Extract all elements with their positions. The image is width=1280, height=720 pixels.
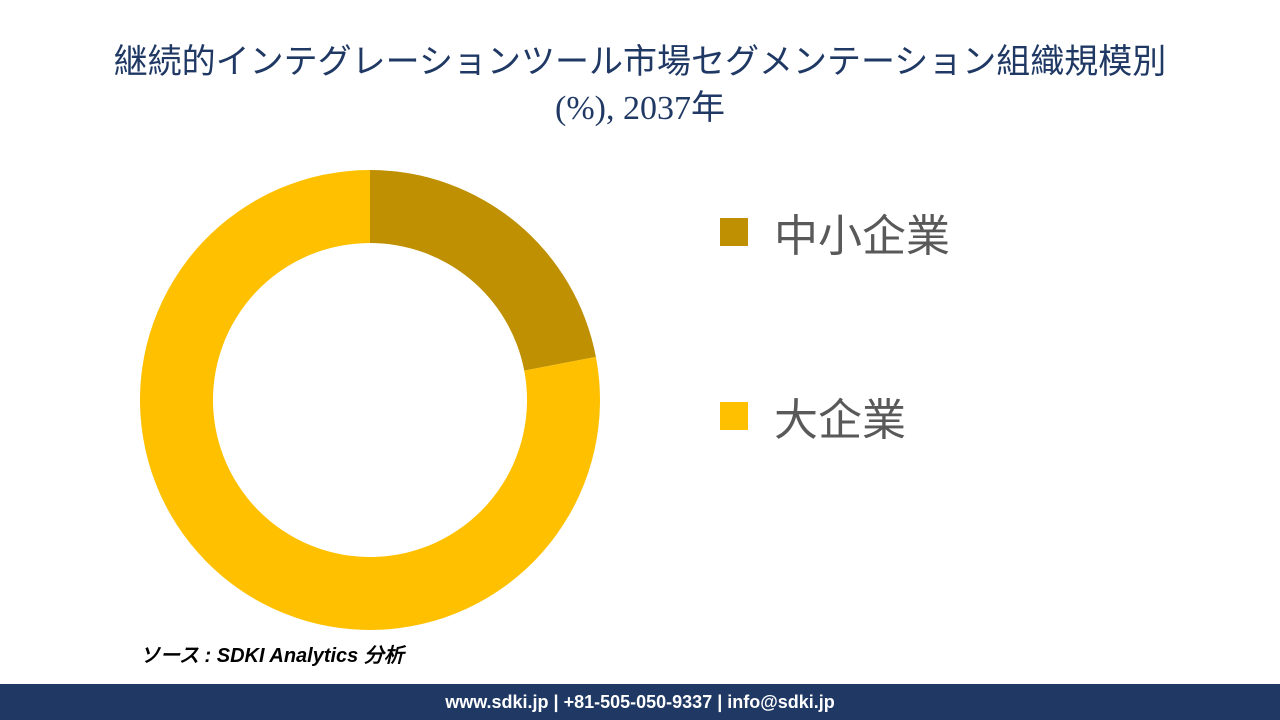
footer-bar: www.sdki.jp | +81-505-050-9337 | info@sd… (0, 684, 1280, 720)
title-line-1: 継続的インテグレーションツール市場セグメンテーション組織規模別 (114, 44, 1167, 81)
legend-item: 中小企業 (720, 200, 1200, 264)
legend: 中小企業大企業 (720, 200, 1200, 568)
page-title: 継続的インテグレーションツール市場セグメンテーション組織規模別 (%), 203… (0, 0, 1280, 132)
legend-item: 大企業 (720, 384, 1200, 448)
donut-chart-svg (135, 165, 605, 635)
footer-text: www.sdki.jp | +81-505-050-9337 | info@sd… (445, 692, 835, 713)
legend-swatch (720, 218, 748, 246)
donut-segment (370, 170, 596, 371)
page: 継続的インテグレーションツール市場セグメンテーション組織規模別 (%), 203… (0, 0, 1280, 720)
legend-label: 大企業 (774, 384, 906, 448)
legend-label: 中小企業 (774, 200, 950, 264)
donut-chart (135, 165, 605, 635)
source-text: ソース : SDKI Analytics 分析 (140, 639, 404, 668)
title-line-2: (%), 2037年 (555, 90, 725, 127)
legend-swatch (720, 402, 748, 430)
